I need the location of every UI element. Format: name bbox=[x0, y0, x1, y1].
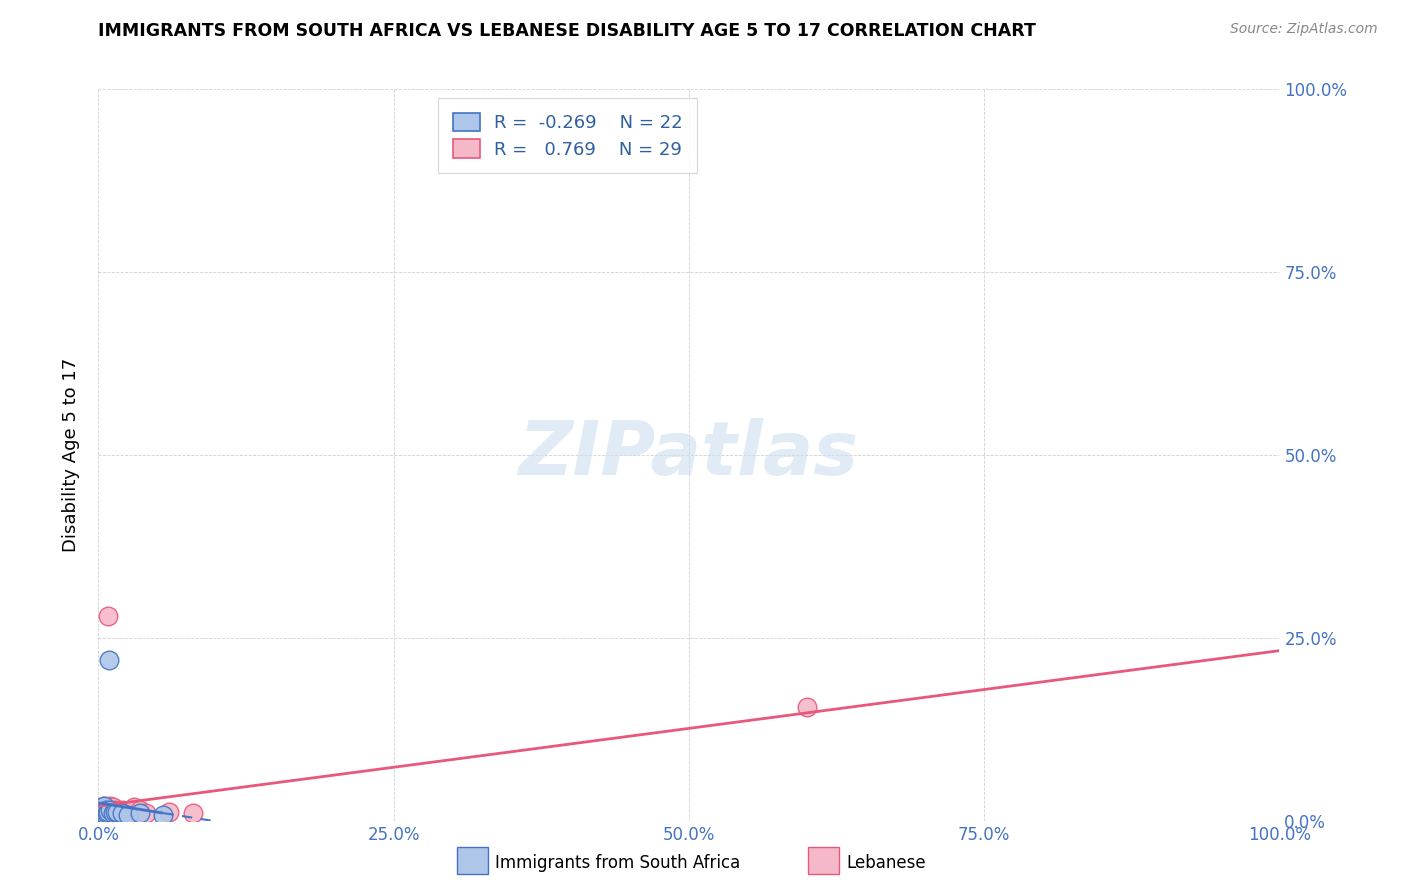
Point bbox=[93, 799, 115, 814]
Text: Immigrants from South Africa: Immigrants from South Africa bbox=[495, 854, 740, 871]
Point bbox=[91, 807, 114, 822]
Point bbox=[122, 800, 145, 814]
Point bbox=[91, 800, 114, 814]
Point bbox=[97, 805, 120, 819]
Point bbox=[94, 803, 117, 817]
Point bbox=[97, 803, 120, 817]
Point bbox=[104, 803, 127, 817]
Point bbox=[98, 653, 121, 667]
Point bbox=[91, 806, 114, 821]
Point bbox=[103, 805, 125, 819]
Point bbox=[117, 806, 139, 821]
Point bbox=[94, 806, 117, 821]
Point bbox=[105, 805, 128, 819]
Point bbox=[796, 700, 818, 714]
Text: ZIPatlas: ZIPatlas bbox=[519, 418, 859, 491]
Point bbox=[104, 805, 127, 819]
Point bbox=[98, 803, 121, 817]
Point bbox=[91, 807, 114, 822]
Point bbox=[128, 803, 150, 817]
Point bbox=[98, 799, 121, 814]
Point bbox=[111, 806, 134, 821]
Point bbox=[101, 800, 124, 814]
Point bbox=[111, 803, 134, 817]
Point bbox=[93, 803, 115, 817]
Point bbox=[91, 805, 114, 819]
Text: IMMIGRANTS FROM SOUTH AFRICA VS LEBANESE DISABILITY AGE 5 TO 17 CORRELATION CHAR: IMMIGRANTS FROM SOUTH AFRICA VS LEBANESE… bbox=[98, 22, 1036, 40]
Point bbox=[128, 806, 150, 821]
Point bbox=[96, 806, 118, 821]
Point bbox=[96, 805, 118, 819]
Point bbox=[135, 806, 157, 821]
Point bbox=[108, 806, 131, 821]
Point bbox=[97, 608, 120, 623]
Point bbox=[93, 805, 115, 819]
Point bbox=[98, 806, 121, 821]
Text: Lebanese: Lebanese bbox=[846, 854, 927, 871]
Point bbox=[90, 803, 112, 817]
Point bbox=[152, 807, 174, 822]
Point bbox=[94, 807, 117, 822]
Point bbox=[89, 806, 111, 821]
Point bbox=[98, 803, 121, 817]
Point bbox=[117, 807, 139, 822]
Point bbox=[93, 799, 115, 814]
Point bbox=[90, 805, 112, 819]
Point bbox=[91, 803, 114, 817]
Point bbox=[157, 805, 180, 819]
Point bbox=[94, 800, 117, 814]
Point bbox=[89, 806, 111, 821]
Point bbox=[90, 803, 112, 817]
Point bbox=[91, 803, 114, 817]
Point bbox=[181, 806, 204, 821]
Point bbox=[101, 806, 124, 821]
Text: Source: ZipAtlas.com: Source: ZipAtlas.com bbox=[1230, 22, 1378, 37]
Y-axis label: Disability Age 5 to 17: Disability Age 5 to 17 bbox=[62, 358, 80, 552]
Point bbox=[90, 805, 112, 819]
Point bbox=[105, 805, 128, 819]
Legend: R =  -0.269    N = 22, R =   0.769    N = 29: R = -0.269 N = 22, R = 0.769 N = 29 bbox=[439, 98, 697, 173]
